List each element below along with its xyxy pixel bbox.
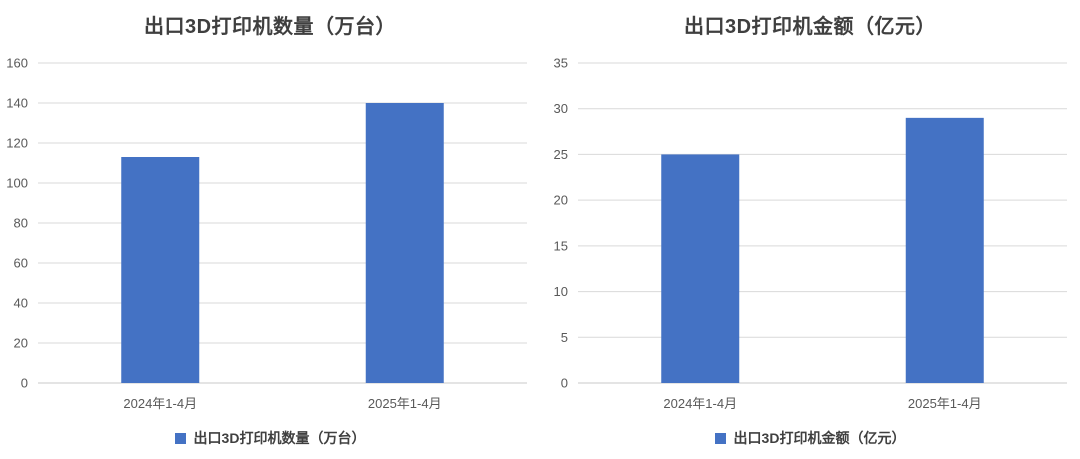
y-axis-tick-label: 120 xyxy=(6,136,28,151)
bar-plot-quantity: 0 20 40 60 80 100 120 140 160 2024年1-4月 2025年1-4月 xyxy=(6,56,527,411)
y-axis-tick-label: 0 xyxy=(21,376,28,391)
x-axis-category-label: 2024年1-4月 xyxy=(123,396,197,411)
legend-quantity: 出口3D打印机数量（万台） xyxy=(174,423,366,453)
legend-swatch-icon xyxy=(714,432,726,444)
y-axis-tick-label: 30 xyxy=(554,101,568,116)
x-axis-category-label: 2024年1-4月 xyxy=(663,396,737,411)
bar-plot-value: 0 5 10 15 20 25 30 35 2024年1-4月 2025年1-4月 xyxy=(554,56,1067,411)
chart-title-quantity: 出口3D打印机数量（万台） xyxy=(143,16,397,38)
bar-2024年1-4月 xyxy=(661,154,740,383)
bar-2025年1-4月 xyxy=(365,103,444,383)
y-axis-tick-label: 80 xyxy=(14,216,28,231)
y-axis-tick-label: 20 xyxy=(554,193,568,208)
legend-label-value: 出口3D打印机金额（亿元） xyxy=(733,430,906,446)
x-axis-category-label: 2025年1-4月 xyxy=(368,396,442,411)
y-axis-tick-label: 60 xyxy=(14,256,28,271)
y-axis-tick-label: 35 xyxy=(554,56,568,71)
legend-label-quantity: 出口3D打印机数量（万台） xyxy=(193,430,366,446)
legend-value: 出口3D打印机金额（亿元） xyxy=(714,423,906,453)
y-axis-tick-label: 5 xyxy=(561,330,568,345)
y-axis-tick-label: 160 xyxy=(6,56,28,71)
chart-export-value: 出口3D打印机金额（亿元） 0 5 10 15 20 25 30 35 2024年1-4月 202… xyxy=(540,0,1080,459)
y-axis-tick-label: 0 xyxy=(561,376,568,391)
y-axis-tick-label: 100 xyxy=(6,176,28,191)
x-axis-category-label: 2025年1-4月 xyxy=(908,396,982,411)
chart-export-quantity: 出口3D打印机数量（万台） 0 20 40 60 80 100 120 140 160 2024年… xyxy=(6,16,527,453)
y-axis-tick-label: 10 xyxy=(554,284,568,299)
y-axis-tick-label: 25 xyxy=(554,147,568,162)
y-axis-tick-label: 40 xyxy=(14,296,28,311)
bar-2024年1-4月 xyxy=(121,157,200,383)
chart-title-value: 出口3D打印机金额（亿元） xyxy=(683,16,937,38)
y-axis-tick-label: 15 xyxy=(554,238,568,253)
bar-2025年1-4月 xyxy=(905,117,984,383)
y-axis-tick-label: 140 xyxy=(6,96,28,111)
legend-swatch-icon xyxy=(174,432,186,444)
y-axis-tick-label: 20 xyxy=(14,336,28,351)
